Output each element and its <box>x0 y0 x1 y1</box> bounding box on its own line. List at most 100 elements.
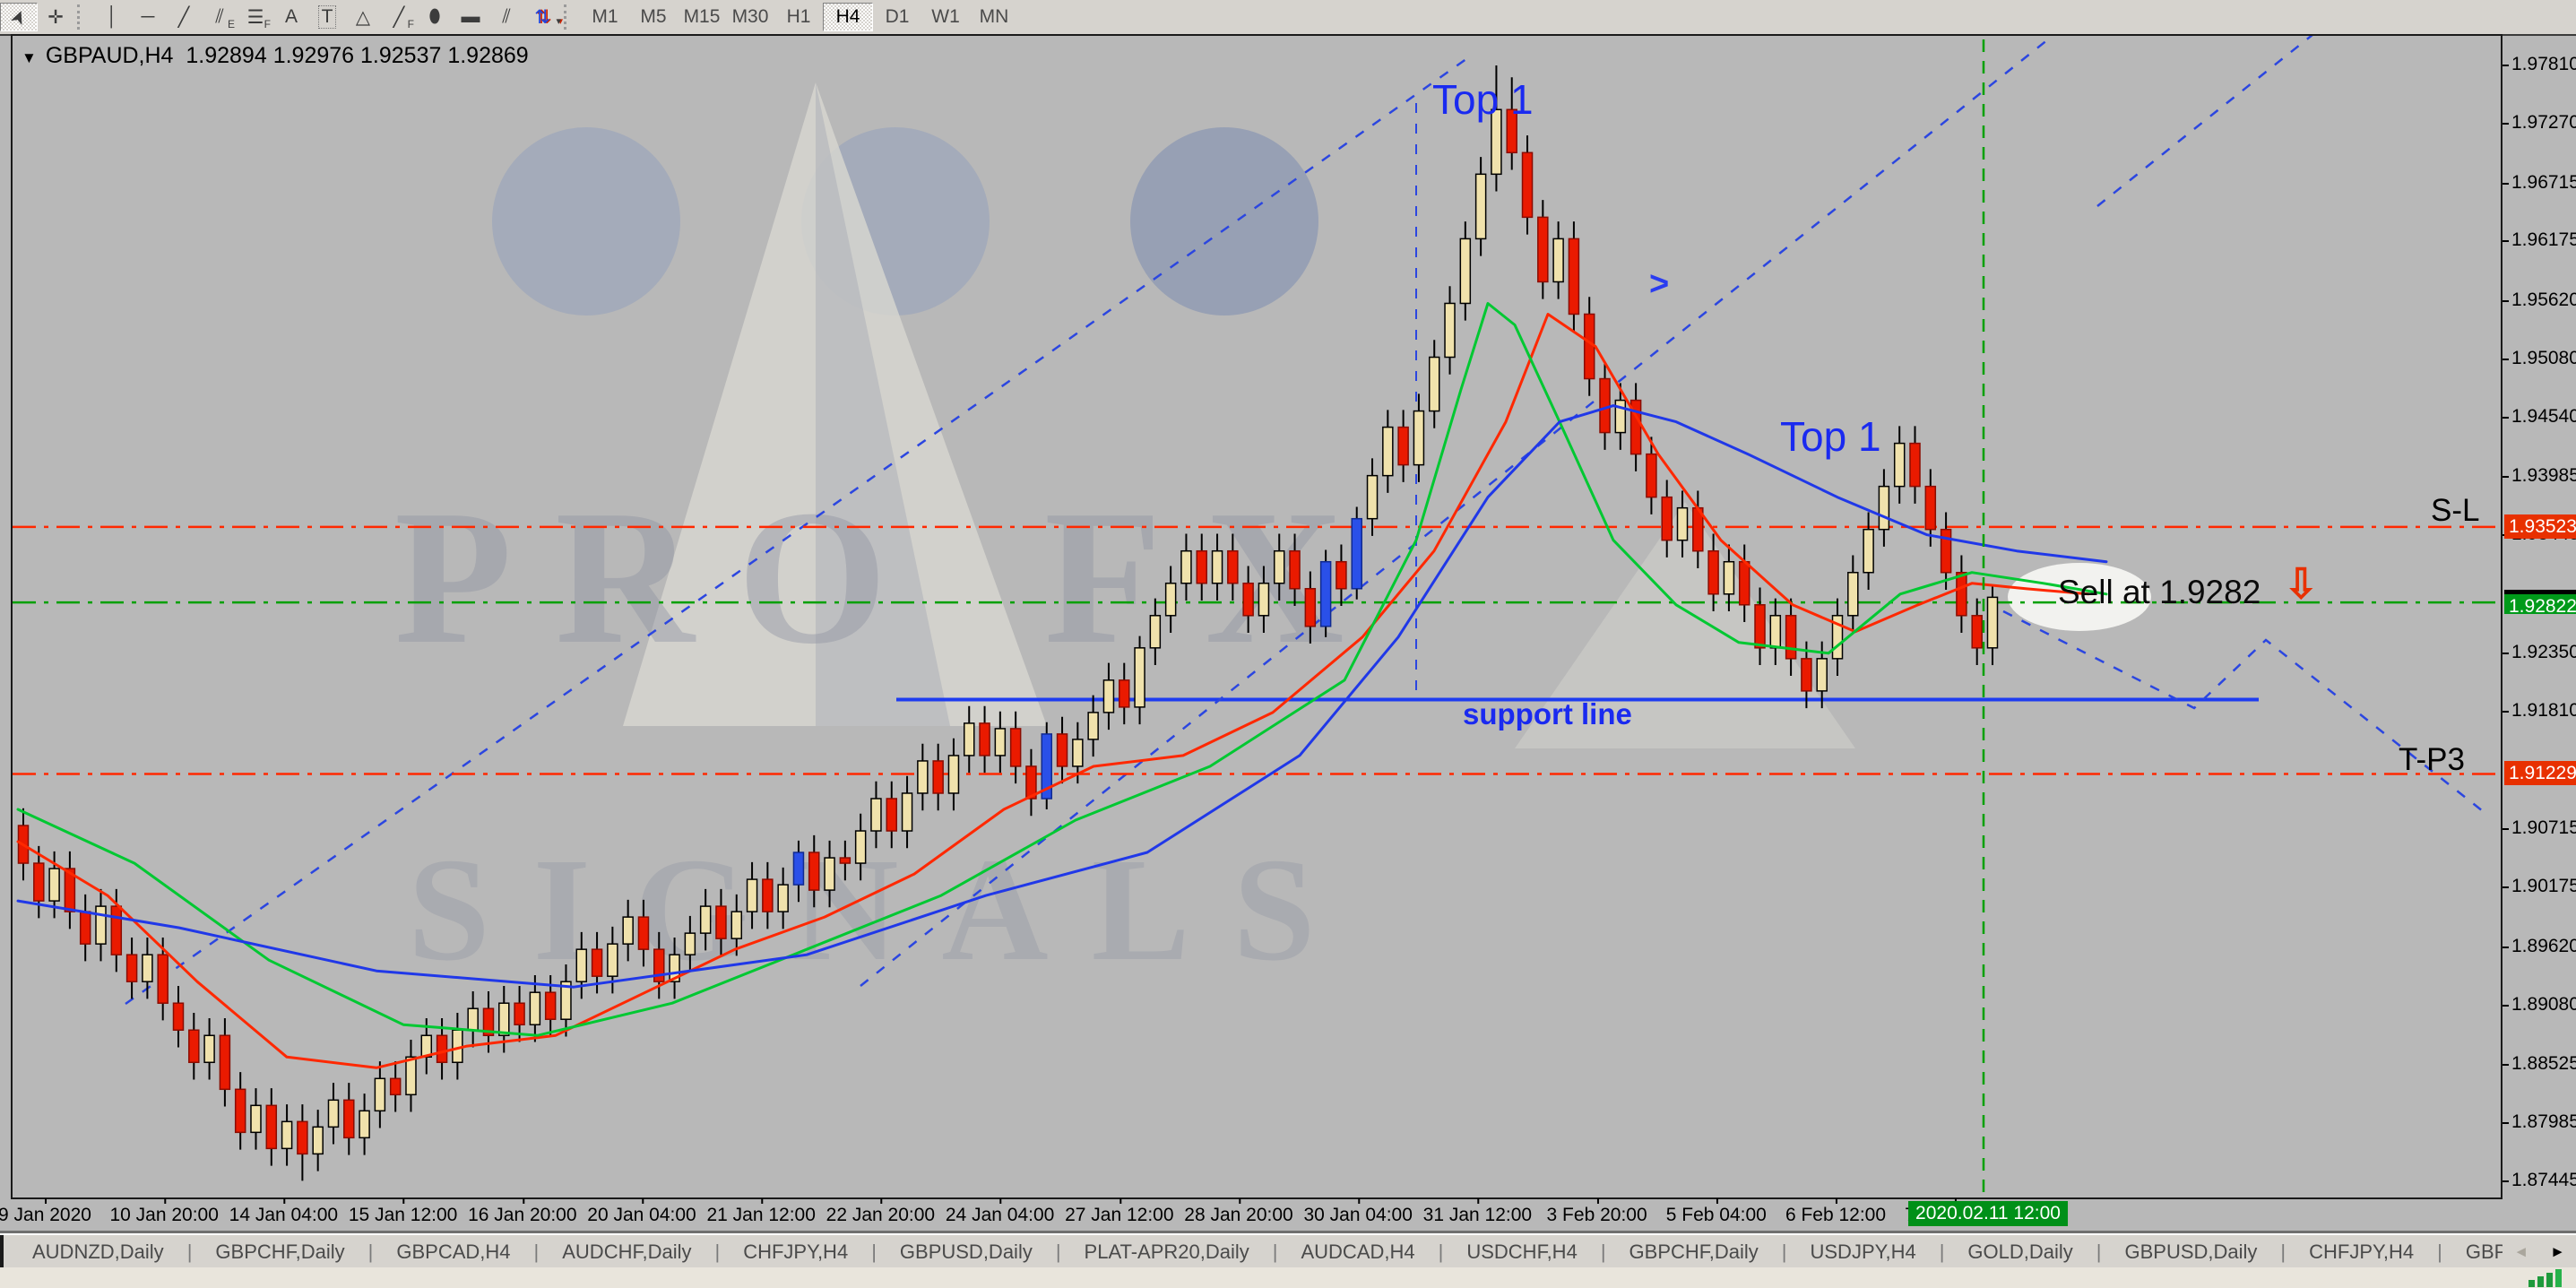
text-label-icon[interactable]: T <box>309 4 345 30</box>
chart-tabs: AUDNZD,Daily | GBPCHF,Daily | GBPCAD,H4 | AUDC… <box>9 1240 2503 1264</box>
vertical-line-icon[interactable]: │ <box>106 6 118 27</box>
chart-tab-gbpusd[interactable]: GBPUSD,Daily <box>2124 1240 2258 1263</box>
ma-mid-line <box>16 302 2108 1037</box>
timeframe-m1-button[interactable]: M1 <box>592 6 618 27</box>
arrows-icon[interactable]: ⇅ ▾ <box>534 6 561 28</box>
price-tick-label: 1.90175 <box>2503 876 2576 897</box>
tab-scroll-left-icon[interactable]: ◄ <box>2513 1243 2529 1260</box>
candle-body <box>575 948 588 982</box>
timeframe-m15-button[interactable]: M15 <box>683 6 721 27</box>
tab-separator: | <box>1600 1240 1606 1263</box>
price-axis[interactable]: 1.97810 1.97270 1.96715 1.96175 1.95620 1.950… <box>2503 34 2576 1199</box>
candle-body <box>839 857 851 864</box>
time-axis[interactable]: 9 Jan 2020 10 Jan 20:00 14 Jan 04:00 15 Jan… <box>0 1198 2501 1232</box>
annotation-take-profit[interactable]: T-P3 <box>2399 742 2465 777</box>
chart-tab-chfjpy[interactable]: CHFJPY,H4 <box>743 1240 849 1263</box>
annotation-support-line[interactable]: support line <box>1463 697 1632 730</box>
annotation-chevron[interactable]: > <box>1649 265 1670 303</box>
chart-tab-audnzd[interactable]: AUDNZD,Daily <box>32 1240 164 1263</box>
chart-tab-usdchf[interactable]: USDCHF,H4 <box>1466 1240 1578 1263</box>
timeframe-m30-button[interactable]: M30 <box>731 6 769 27</box>
annotation-sell-label[interactable]: Sell at 1.9282 <box>2058 574 2261 610</box>
candle-body <box>544 991 557 1020</box>
tabbar-edge <box>0 1235 4 1269</box>
price-tick-label: 1.89080 <box>2503 994 2576 1016</box>
candle-body <box>188 1029 200 1064</box>
tab-separator: | <box>2280 1240 2286 1263</box>
candle-body <box>1289 549 1301 590</box>
trendline-dashed[interactable] <box>860 36 2053 987</box>
candle-body <box>699 905 712 934</box>
chart-tab-audchf[interactable]: AUDCHF,Daily <box>562 1240 692 1263</box>
equidistant-channel-icon[interactable]: ⫽ E <box>215 6 235 30</box>
chart-tab-gbpcad[interactable]: GBPCAD,H4 <box>396 1240 511 1263</box>
crosshair-icon[interactable]: ✛ <box>48 6 64 28</box>
chart-tab-gbpusd[interactable]: GBPUSD,Daily <box>899 1240 1033 1263</box>
tab-scroll-right-icon[interactable]: ► <box>2550 1243 2565 1260</box>
candle-body <box>1583 313 1595 380</box>
chart-menu-icon[interactable]: ▼ <box>22 49 37 66</box>
time-tick-label: 14 Jan 04:00 <box>229 1198 339 1225</box>
candle-body <box>1971 615 1983 649</box>
drawing-toolbar: ➤ ✛ │ ─ ╱ ⫽ E ☰ F A T △ ╱ F ⬮ ▬ ⫽ ⇅ ▾ <box>0 3 561 31</box>
price-tick-label: 1.87985 <box>2503 1111 2576 1133</box>
chart-tab-plat-apr20[interactable]: PLAT-APR20,Daily <box>1084 1240 1249 1263</box>
candle-body <box>1816 658 1828 692</box>
candle-body <box>808 851 820 891</box>
trendline-dashed[interactable] <box>2096 36 2348 207</box>
candle-body <box>994 728 1007 756</box>
ellipse-icon[interactable]: ⬮ <box>428 6 441 27</box>
time-tick-label: 15 Jan 12:00 <box>348 1198 458 1225</box>
timeframe-h4-button[interactable]: H4 <box>823 3 873 31</box>
candle-body <box>1785 615 1797 660</box>
timeframe-mn-button[interactable]: MN <box>979 6 1009 27</box>
timeframe-m5-button[interactable]: M5 <box>640 6 667 27</box>
timeframe-w1-button[interactable]: W1 <box>931 6 960 27</box>
chart-tab-gbpchf[interactable]: GBPCHF,Daily <box>215 1240 345 1263</box>
fibonacci-retracement-icon[interactable]: ☰ F <box>246 6 271 31</box>
candle-body <box>964 722 975 756</box>
candle-body <box>1149 615 1162 649</box>
timeframe-d1-button[interactable]: D1 <box>885 6 910 27</box>
candle-body <box>1397 426 1409 466</box>
projection-zigzag[interactable] <box>2002 609 2484 812</box>
fibonacci-fan-icon[interactable]: ╱ F <box>393 6 414 31</box>
chart-tab-gold[interactable]: GOLD,Daily <box>1967 1240 2073 1263</box>
price-tick-label: 1.95080 <box>2503 348 2576 369</box>
time-tick-label: 20 Jan 04:00 <box>587 1198 696 1225</box>
chart-tab-gbpcad[interactable]: GBPCAD,H4 <box>2465 1240 2503 1263</box>
candle-body <box>482 1007 495 1036</box>
chart-plot[interactable] <box>13 36 2501 1197</box>
chart-tab-audcad[interactable]: AUDCAD,H4 <box>1301 1240 1415 1263</box>
toolbar-grip <box>564 4 575 30</box>
rectangle-icon[interactable]: ▬ <box>461 6 480 27</box>
watermark-word-pro: PRO <box>394 470 930 684</box>
candle-body <box>1258 583 1270 617</box>
candle-body <box>1180 549 1192 584</box>
candle-body <box>281 1120 293 1150</box>
candle-body <box>142 954 153 982</box>
price-tick-label: 1.88525 <box>2503 1053 2576 1075</box>
price-badge-current-price: 1.92822 <box>2504 590 2576 617</box>
annotation-stop-loss[interactable]: S-L <box>2431 493 2480 528</box>
annotation-top1-first[interactable]: Top 1 <box>1432 76 1534 123</box>
chart-tab-chfjpy[interactable]: CHFJPY,H4 <box>2309 1240 2415 1263</box>
candle-body <box>1986 596 1999 649</box>
parallel-lines-icon[interactable]: ⫽ <box>502 6 511 27</box>
cursor-icon[interactable]: ➤ <box>0 3 38 31</box>
candle-body <box>669 954 680 982</box>
chart-tab-gbpchf[interactable]: GBPCHF,Daily <box>1629 1240 1759 1263</box>
trendline-dashed[interactable] <box>125 55 1471 1006</box>
price-tick-label: 1.90715 <box>2503 817 2576 839</box>
arrow-shape-icon[interactable]: △ <box>355 6 371 28</box>
timeframe-h1-button[interactable]: H1 <box>786 6 811 27</box>
text-icon[interactable]: A <box>284 6 298 27</box>
price-tick-label: 1.96715 <box>2503 172 2576 194</box>
sell-arrow-icon[interactable]: ⇩ <box>2284 560 2319 607</box>
chart-tab-usdjpy[interactable]: USDJPY,H4 <box>1810 1240 1916 1263</box>
trendline-icon[interactable]: ╱ <box>177 6 190 28</box>
candle-body <box>932 760 944 794</box>
horizontal-line-icon[interactable]: ─ <box>141 6 155 27</box>
tab-separator: | <box>186 1240 193 1263</box>
annotation-top1-second[interactable]: Top 1 <box>1780 413 1881 460</box>
